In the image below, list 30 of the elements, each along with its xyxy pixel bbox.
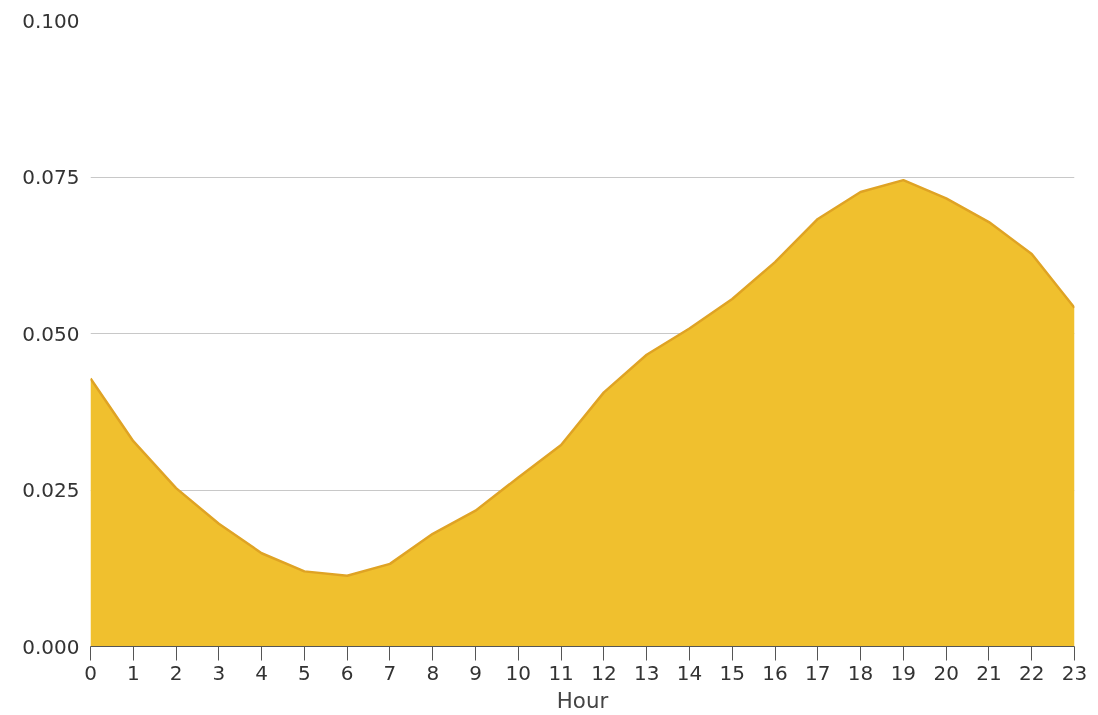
x-tick-label: 14 — [676, 660, 703, 685]
x-tick-label: 3 — [212, 660, 226, 685]
y-tick-label: 0.025 — [22, 478, 80, 502]
y-tick-label: 0.000 — [22, 634, 80, 659]
x-tick-label: 11 — [548, 660, 574, 685]
x-tick-label: 20 — [933, 660, 959, 685]
x-tick-label: 1 — [126, 660, 140, 685]
x-tick-label: 18 — [847, 660, 874, 685]
x-tick-label: 5 — [298, 660, 311, 685]
x-tick-label: 0 — [84, 660, 97, 685]
x-tick-label: 15 — [719, 660, 745, 685]
x-axis-title: Hour — [556, 687, 609, 713]
x-tick-label: 4 — [255, 660, 268, 685]
x-tick-label: 7 — [383, 660, 397, 685]
x-tick-label: 13 — [633, 660, 660, 685]
x-tick-label: 2 — [169, 660, 183, 685]
x-tick-label: 19 — [890, 660, 917, 685]
x-tick-label: 12 — [591, 660, 617, 685]
x-tick-label: 9 — [469, 660, 482, 685]
x-tick-label: 10 — [505, 660, 532, 685]
x-tick-label: 6 — [340, 660, 354, 685]
x-tick-label: 8 — [426, 660, 440, 685]
y-tick-label: 0.100 — [22, 8, 80, 33]
y-tick-label: 0.050 — [22, 321, 80, 346]
x-tick-label: 22 — [1018, 660, 1045, 685]
x-tick-label: 17 — [805, 660, 831, 685]
x-tick-label: 23 — [1061, 660, 1088, 685]
x-tick-label: 21 — [976, 660, 1002, 685]
x-tick-label: 16 — [762, 660, 788, 685]
y-tick-label: 0.075 — [22, 165, 80, 189]
